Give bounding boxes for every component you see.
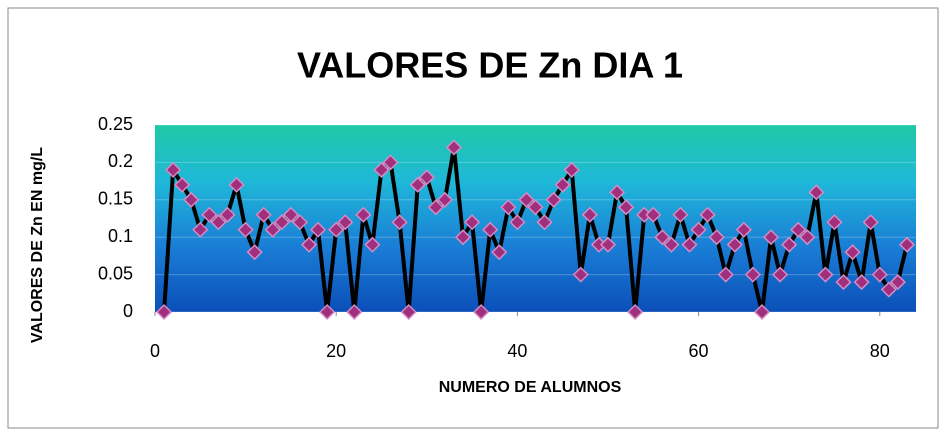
data-point (844, 244, 861, 261)
y-tick-label: 0.15 (98, 189, 133, 209)
data-point (255, 206, 272, 223)
data-point (473, 303, 490, 321)
data-point (427, 199, 444, 216)
data-point (237, 221, 254, 238)
x-tick-label: 0 (150, 341, 160, 361)
data-point (835, 274, 852, 291)
data-point (536, 214, 553, 231)
data-point (581, 206, 598, 223)
data-point (382, 154, 399, 171)
data-point (599, 236, 617, 253)
data-point (192, 221, 209, 238)
data-point (509, 214, 526, 231)
y-axis-label: VALORES DE Zn EN mg/L (29, 147, 46, 343)
x-tick-label: 60 (689, 341, 709, 361)
data-point (518, 191, 535, 208)
data-point (826, 214, 843, 231)
data-point (554, 176, 571, 193)
data-point (482, 221, 499, 238)
data-point (464, 214, 481, 231)
data-point (753, 303, 771, 321)
data-point (898, 236, 916, 253)
data-point (418, 169, 435, 186)
data-point (645, 206, 662, 223)
y-tick-label: 0.05 (98, 263, 133, 283)
x-tick-label: 80 (870, 341, 890, 361)
data-point (264, 221, 281, 238)
data-point (310, 221, 327, 238)
data-point (772, 266, 789, 283)
data-point (717, 266, 734, 283)
data-point (400, 303, 417, 321)
data-point (871, 266, 888, 283)
data-point (735, 221, 752, 238)
y-tick-label: 0.25 (98, 114, 133, 134)
data-point (282, 206, 299, 223)
data-point (346, 303, 363, 321)
y-tick-label: 0.1 (108, 226, 133, 246)
data-point (608, 184, 626, 201)
data-point (708, 229, 725, 246)
data-point (672, 206, 689, 223)
data-point (627, 303, 644, 321)
data-point (563, 161, 580, 178)
data-point (808, 184, 825, 201)
x-tick-label: 20 (326, 341, 346, 361)
data-point (391, 214, 408, 231)
data-point (500, 199, 517, 216)
data-point (409, 176, 426, 193)
data-point (681, 236, 698, 253)
data-point (300, 236, 318, 253)
data-point (291, 214, 309, 231)
y-tick-label: 0.2 (108, 151, 133, 171)
chart-title: VALORES DE Zn DIA 1 (297, 45, 683, 86)
data-point (319, 303, 336, 321)
data-point (373, 161, 390, 178)
data-point (781, 236, 798, 253)
data-point (699, 206, 716, 223)
data-point (744, 266, 761, 283)
data-point (654, 229, 671, 246)
data-point (219, 206, 236, 223)
data-point (726, 236, 743, 253)
data-point (436, 191, 453, 208)
data-point (183, 191, 200, 208)
data-point (445, 139, 463, 156)
data-point (817, 266, 834, 283)
data-point (337, 214, 354, 231)
data-point (690, 221, 707, 238)
data-point (618, 199, 635, 216)
data-point (790, 221, 807, 238)
data-point (246, 244, 263, 261)
data-point (762, 229, 780, 246)
data-point (545, 191, 562, 208)
data-point (572, 266, 589, 283)
data-point (491, 244, 508, 261)
data-point (364, 236, 381, 253)
data-point (862, 214, 879, 231)
data-point (201, 206, 218, 223)
data-point (799, 229, 816, 246)
x-axis-label: NUMERO DE ALUMNOS (439, 379, 622, 396)
x-tick-label: 40 (507, 341, 527, 361)
data-point (853, 274, 870, 291)
data-point (155, 303, 173, 321)
plot-area (155, 125, 916, 312)
data-point (880, 281, 897, 298)
data-point (527, 199, 544, 216)
data-point (355, 206, 372, 223)
data-point (174, 176, 191, 193)
data-point (454, 229, 472, 246)
data-point (165, 161, 182, 178)
data-point (210, 214, 227, 231)
data-point (228, 176, 245, 193)
data-point (889, 274, 906, 291)
data-point (663, 236, 680, 253)
y-tick-label: 0 (123, 301, 133, 321)
data-point (273, 214, 290, 231)
data-point (328, 221, 345, 238)
